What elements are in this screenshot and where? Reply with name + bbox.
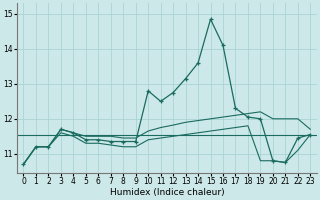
X-axis label: Humidex (Indice chaleur): Humidex (Indice chaleur): [109, 188, 224, 197]
